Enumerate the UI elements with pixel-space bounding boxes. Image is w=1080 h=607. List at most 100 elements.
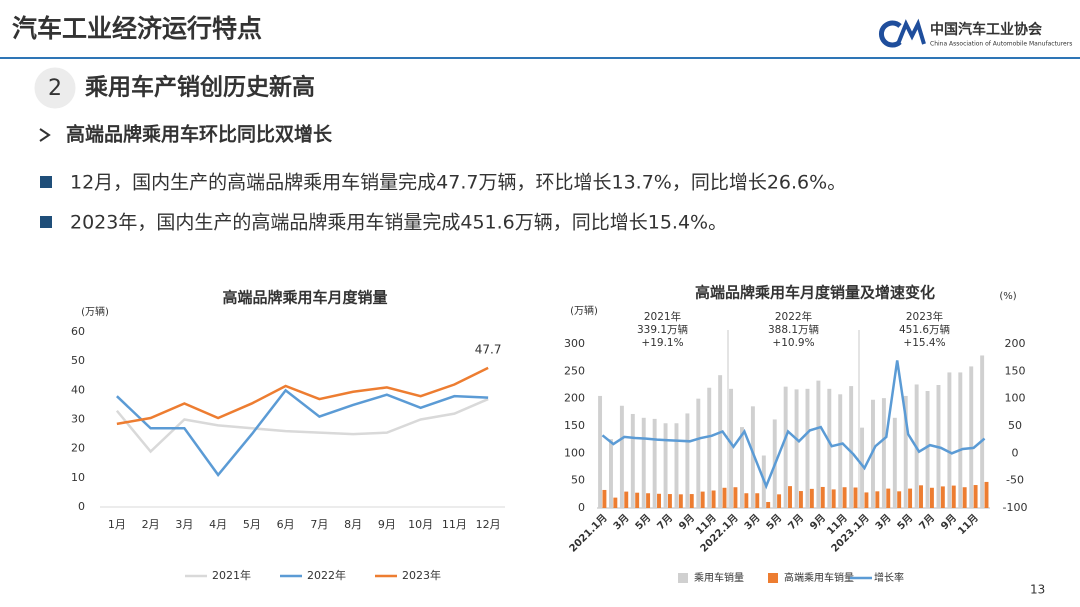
y2-unit: (%)	[999, 291, 1016, 302]
bar	[947, 372, 952, 508]
bar	[984, 481, 989, 508]
bullet-square	[40, 216, 52, 228]
y2-tick-label: 100	[1005, 392, 1026, 405]
bar	[750, 406, 755, 508]
annotation: 388.1万辆	[768, 323, 819, 336]
bar	[619, 405, 624, 508]
y2-tick-label: -50	[1006, 474, 1024, 487]
header-title: 汽车工业经济运行特点	[12, 14, 262, 43]
bar	[864, 492, 869, 508]
x-tick-label: 7月	[310, 518, 328, 531]
bar	[886, 488, 891, 508]
subtitle-arrow	[39, 128, 51, 142]
bar	[755, 493, 760, 508]
bar	[842, 487, 847, 508]
y-unit: (万辆)	[570, 304, 598, 317]
bar	[881, 398, 886, 508]
bar	[783, 386, 788, 508]
bar	[871, 399, 875, 508]
bullet-square	[40, 176, 52, 188]
bar	[689, 494, 694, 508]
bar	[641, 417, 646, 508]
logo-cn: 中国汽车工业协会	[930, 21, 1043, 38]
y-tick-label: 150	[564, 419, 585, 432]
annotation: +15.4%	[903, 337, 945, 349]
logo: 中国汽车工业协会 China Association of Automobile…	[879, 18, 1072, 48]
annotation: +10.9%	[772, 337, 814, 349]
bar	[663, 423, 668, 508]
y-tick-label: 50	[71, 354, 85, 367]
bar	[897, 491, 902, 508]
bar	[722, 487, 727, 508]
bar	[925, 391, 930, 508]
y-tick-label: 100	[564, 446, 585, 459]
x-tick-label: 8月	[344, 518, 362, 531]
bar	[980, 355, 985, 508]
bar	[729, 388, 734, 508]
y-tick-label: 250	[564, 364, 585, 377]
bar	[849, 386, 854, 508]
logo-c	[879, 20, 902, 48]
annotation: 2021年	[644, 310, 681, 323]
bar	[609, 439, 613, 508]
annotation: 2022年	[775, 310, 812, 323]
bar	[602, 489, 607, 508]
bar	[678, 494, 683, 508]
y-tick-label: 60	[71, 325, 85, 338]
annotation: +19.1%	[641, 337, 683, 349]
series-line	[115, 397, 489, 454]
bar	[700, 491, 705, 508]
bar	[809, 488, 814, 508]
bar	[652, 418, 657, 508]
legend-swatch	[678, 573, 688, 583]
chart-title: 高端品牌乘用车月度销量及增速变化	[695, 284, 935, 302]
bullet-text: 12月，国内生产的高端品牌乘用车销量完成47.7万辆，环比增长13.7%，同比增…	[70, 172, 846, 194]
chart-title: 高端品牌乘用车月度销量	[222, 289, 387, 307]
bar	[903, 395, 908, 508]
page-number: 13	[1030, 583, 1045, 597]
bar	[744, 493, 749, 508]
section-badge	[31, 64, 79, 112]
logo-en: China Association of Automobile Manufact…	[930, 41, 1072, 48]
y-tick-label: 20	[71, 442, 85, 455]
y-tick-label: 50	[571, 474, 585, 487]
bar	[831, 489, 836, 508]
x-tick-label: 9月	[378, 518, 396, 531]
legend-label: 乘用车销量	[694, 571, 744, 584]
y2-tick-label: 50	[1008, 419, 1022, 432]
y2-tick-label: 200	[1005, 337, 1026, 350]
logo-m	[896, 18, 926, 45]
y2-tick-label: 150	[1005, 364, 1026, 377]
y-tick-label: 0	[78, 500, 85, 513]
bar	[696, 398, 701, 508]
bar	[929, 487, 934, 508]
y-tick-label: 300	[564, 337, 585, 350]
bar	[630, 413, 635, 508]
y-tick-label: 0	[578, 501, 585, 514]
bar	[788, 486, 792, 508]
bar	[674, 423, 679, 508]
y-tick-label: 30	[71, 413, 85, 426]
annotation: 2023年	[906, 310, 943, 323]
legend-label: 高端乘用车销量	[784, 571, 854, 584]
y-unit: (万辆)	[81, 305, 109, 318]
bar	[718, 375, 723, 508]
legend-label: 2023年	[402, 568, 441, 582]
x-tick-label: 6月	[277, 518, 295, 531]
section-title: 乘用车产销创历史新高	[84, 74, 315, 101]
bar	[646, 493, 651, 508]
annotation: 339.1万辆	[637, 323, 688, 336]
bar	[711, 490, 716, 508]
legend-label: 增长率	[874, 571, 904, 584]
bar	[798, 491, 803, 508]
bar	[860, 427, 865, 508]
x-tick-label: 1月	[108, 518, 126, 531]
y2-tick-label: -100	[1003, 501, 1028, 514]
annotation: 451.6万辆	[899, 323, 950, 336]
x-tick-label: 2月	[142, 518, 160, 531]
data-label: 47.7	[475, 342, 502, 356]
bar	[875, 491, 880, 508]
series-line	[116, 366, 489, 426]
bar	[667, 494, 672, 508]
